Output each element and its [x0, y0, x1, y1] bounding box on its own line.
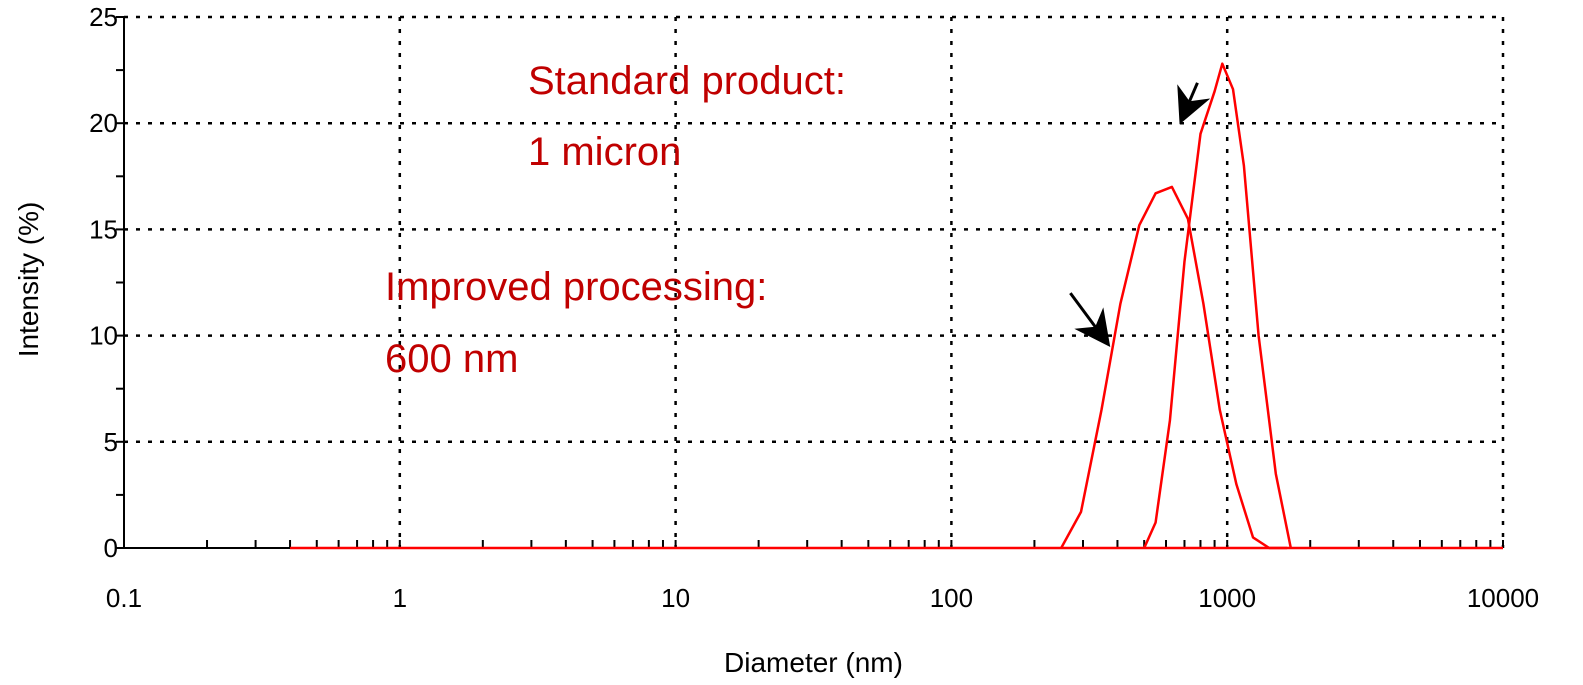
annotation-arrow	[1177, 82, 1211, 125]
y-tick-label: 5	[104, 427, 118, 457]
y-tick-label: 0	[104, 533, 118, 563]
x-tick-label: 1	[393, 583, 407, 613]
grid-lines	[124, 15, 1505, 548]
x-tick-label: 10000	[1467, 583, 1539, 613]
y-tick-label: 25	[89, 2, 118, 32]
y-tick-label: 20	[89, 108, 118, 138]
x-tick-label: 1000	[1198, 583, 1256, 613]
x-axis-title: Diameter (nm)	[724, 647, 903, 678]
annotation-label-line2: 600 nm	[385, 337, 518, 381]
x-tick-label: 0.1	[106, 583, 142, 613]
y-tick-label: 10	[89, 321, 118, 351]
y-tick-label: 15	[89, 214, 118, 244]
annotation-label-line2: 1 micron	[528, 130, 681, 174]
y-axis-title: Intensity (%)	[13, 202, 44, 358]
series-line-2	[1143, 62, 1293, 549]
annotation-label-line1: Standard product:	[528, 59, 846, 103]
annotation-arrow	[1069, 292, 1111, 347]
x-tick-label: 100	[930, 583, 973, 613]
series-line-1	[1060, 185, 1288, 550]
data-series	[290, 62, 1503, 550]
annotation-label-line1: Improved processing:	[385, 265, 767, 309]
x-tick-label: 10	[661, 583, 690, 613]
annotations: Standard product: 1 micron Improved proces…	[385, 59, 1211, 381]
